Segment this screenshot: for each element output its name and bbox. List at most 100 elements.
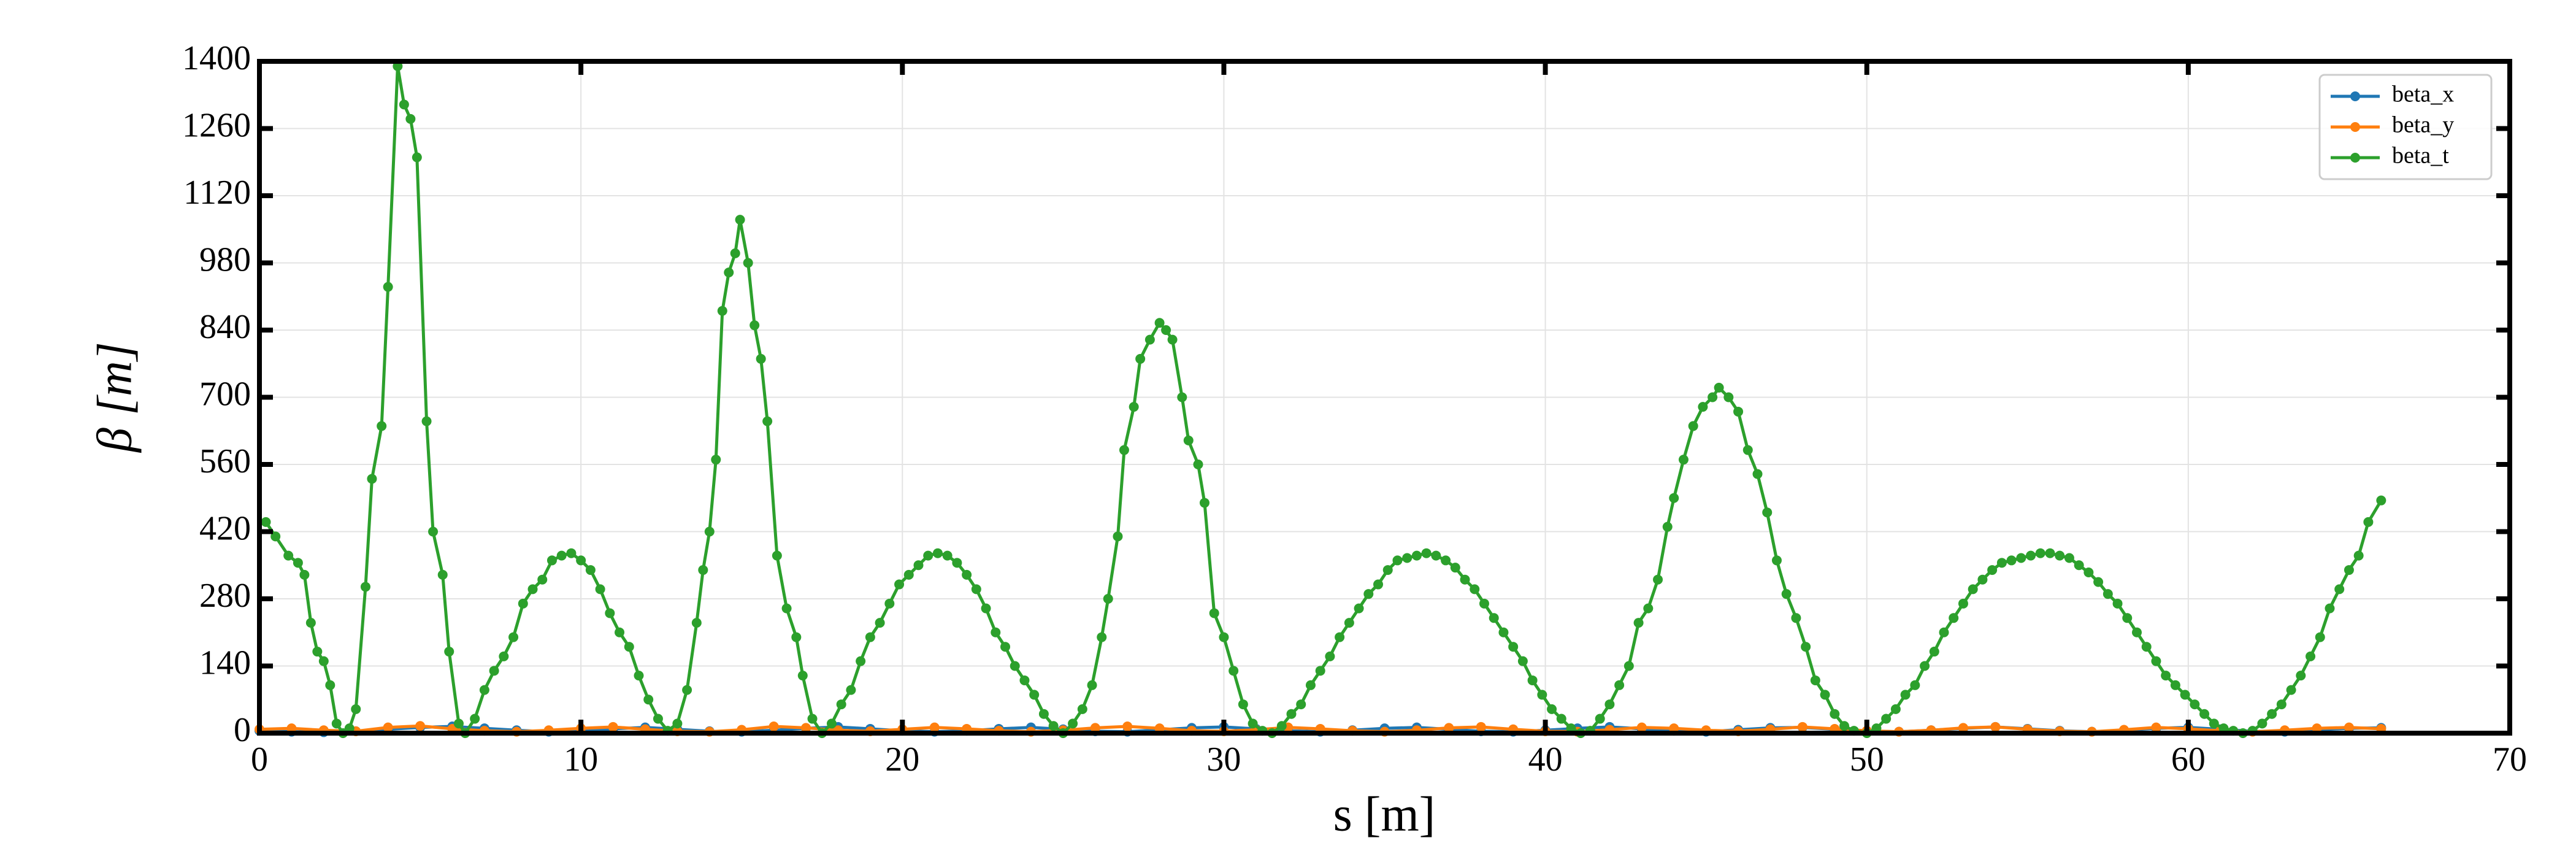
- data-point: [1733, 406, 1744, 417]
- data-point: [762, 416, 773, 426]
- data-point: [1830, 709, 1840, 719]
- data-point: [884, 598, 895, 609]
- data-point: [756, 353, 766, 364]
- data-point: [2161, 671, 2171, 681]
- data-point: [576, 555, 586, 566]
- data-point: [1193, 460, 1203, 469]
- data-point: [1633, 618, 1644, 628]
- data-point: [1517, 656, 1528, 666]
- data-point: [1154, 318, 1165, 328]
- legend-marker: [2350, 122, 2360, 132]
- data-point: [1010, 661, 1020, 671]
- data-point: [1708, 392, 1718, 402]
- data-point: [1678, 455, 1689, 465]
- data-point: [1595, 714, 1605, 724]
- data-point: [1048, 721, 1059, 731]
- data-point: [1662, 521, 1673, 532]
- data-point: [672, 718, 683, 729]
- data-point: [1669, 493, 1679, 503]
- data-point: [383, 282, 393, 292]
- data-point: [1097, 632, 1107, 642]
- y-tick-label: 280: [199, 577, 251, 615]
- data-point: [2122, 613, 2133, 623]
- data-point: [1547, 704, 1557, 714]
- data-point: [1910, 680, 1920, 690]
- data-point: [698, 565, 708, 575]
- y-tick-label: 560: [199, 442, 251, 480]
- data-point: [797, 671, 808, 681]
- data-point: [942, 550, 953, 561]
- data-point: [691, 618, 702, 628]
- data-point: [1797, 722, 1807, 732]
- data-point: [1177, 392, 1187, 402]
- x-tick-label: 30: [1206, 741, 1241, 779]
- y-tick-label: 840: [199, 308, 251, 346]
- data-point: [1752, 469, 1763, 479]
- data-point: [1276, 721, 1287, 731]
- data-point: [846, 685, 856, 695]
- data-point: [608, 722, 618, 732]
- y-tick-label: 140: [199, 644, 251, 682]
- data-point: [1742, 445, 1753, 455]
- data-point: [1229, 666, 1239, 676]
- data-point: [1968, 584, 1978, 595]
- data-point: [1090, 723, 1100, 733]
- y-tick-label: 1120: [183, 174, 251, 212]
- data-point: [1363, 589, 1374, 599]
- data-point: [929, 722, 940, 733]
- data-point: [1801, 642, 1811, 652]
- data-point: [1714, 382, 1724, 393]
- data-point: [2016, 553, 2026, 563]
- data-point: [1392, 555, 1403, 566]
- data-point: [962, 569, 972, 580]
- data-point: [1890, 704, 1901, 714]
- data-point: [2325, 603, 2335, 614]
- data-point: [1161, 325, 1171, 335]
- y-tick-label: 700: [199, 375, 251, 413]
- x-tick-label: 10: [564, 741, 598, 779]
- data-point: [2074, 560, 2084, 571]
- data-point: [1119, 445, 1129, 455]
- y-tick-label: 1400: [182, 39, 251, 77]
- data-point: [1325, 651, 1335, 661]
- data-point: [444, 647, 454, 657]
- data-point: [1810, 675, 1820, 685]
- data-point: [377, 421, 387, 431]
- data-point: [1411, 550, 1422, 561]
- data-point: [2035, 548, 2045, 558]
- data-point: [508, 632, 519, 642]
- data-point: [1881, 714, 1892, 724]
- data-point: [1476, 722, 1486, 732]
- data-point: [2267, 709, 2277, 719]
- data-point: [634, 671, 644, 681]
- data-point: [2363, 517, 2374, 527]
- data-point: [1987, 565, 1998, 575]
- data-point: [2083, 567, 2094, 577]
- data-point: [1183, 435, 1194, 445]
- data-point: [1444, 723, 1454, 733]
- series-line: [264, 64, 2383, 735]
- legend-label: beta_y: [2392, 112, 2454, 138]
- data-point: [769, 722, 779, 732]
- data-point: [2209, 718, 2219, 729]
- data-point: [351, 704, 361, 714]
- data-point: [1238, 699, 1248, 710]
- data-point: [1087, 680, 1097, 690]
- legend-label: beta_t: [2392, 143, 2449, 169]
- data-point: [585, 565, 596, 575]
- data-point: [1144, 334, 1155, 345]
- data-point: [479, 685, 489, 695]
- data-point: [717, 306, 727, 316]
- data-point: [453, 718, 464, 729]
- data-point: [2151, 722, 2161, 733]
- data-point: [1698, 402, 1708, 412]
- data-point: [1296, 699, 1306, 710]
- data-point: [405, 114, 416, 124]
- data-point: [383, 722, 393, 733]
- plot-area: [255, 61, 2386, 738]
- data-point: [299, 569, 310, 580]
- data-point: [1103, 594, 1113, 604]
- x-tick-label: 60: [2171, 741, 2206, 779]
- data-point: [261, 517, 271, 527]
- data-point: [2064, 553, 2074, 563]
